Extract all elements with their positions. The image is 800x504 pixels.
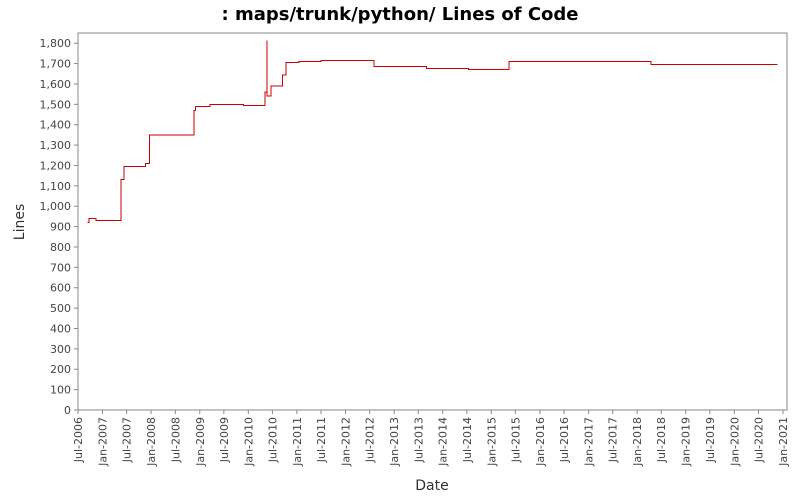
- y-tick-label: 1,700: [40, 58, 72, 71]
- x-tick-label: Jul-2020: [753, 417, 766, 463]
- x-tick-label: Jan-2011: [291, 417, 304, 467]
- y-axis-title: Lines: [12, 204, 28, 240]
- series-line: [87, 40, 778, 223]
- y-tick-label: 300: [50, 343, 71, 356]
- y-tick-label: 1,500: [40, 98, 72, 111]
- y-tick-label: 500: [50, 302, 71, 315]
- y-tick-label: 600: [50, 282, 71, 295]
- y-tick-label: 1,100: [40, 180, 72, 193]
- x-tick-label: Jul-2010: [266, 417, 279, 463]
- y-tick-label: 1,300: [40, 139, 72, 152]
- series-layer: [87, 40, 778, 223]
- x-tick-label: Jan-2021: [777, 417, 790, 467]
- x-tick-label: Jan-2014: [437, 417, 450, 467]
- y-tick-label: 700: [50, 261, 71, 274]
- x-tick-label: Jul-2008: [169, 417, 182, 463]
- x-tick-label: Jan-2017: [583, 417, 596, 467]
- x-axis: Jul-2006 Jan-2007 Jul-2007 Jan-2008 Jul-2008…: [72, 410, 790, 467]
- x-tick-label: Jul-2011: [315, 417, 328, 463]
- x-tick-label: Jan-2018: [631, 417, 644, 467]
- x-tick-label: Jul-2016: [558, 417, 571, 463]
- x-tick-label: Jan-2008: [145, 417, 158, 467]
- x-tick-label: Jul-2014: [461, 417, 474, 463]
- y-tick-label: 800: [50, 241, 71, 254]
- x-tick-label: Jan-2010: [242, 417, 255, 467]
- x-tick-label: Jul-2015: [509, 417, 522, 463]
- x-axis-title: Date: [415, 478, 448, 494]
- x-tick-label: Jul-2006: [72, 417, 85, 463]
- y-tick-label: 100: [50, 384, 71, 397]
- x-tick-label: Jul-2009: [218, 417, 231, 463]
- y-tick-label: 1,600: [40, 78, 72, 91]
- y-tick-label: 1,800: [40, 37, 72, 50]
- x-tick-label: Jan-2020: [728, 417, 741, 467]
- y-tick-label: 1,200: [40, 159, 72, 172]
- y-axis: 0 100 200 300 400 500 600 700 800 900 1,000 1,100 1,…: [40, 37, 78, 417]
- x-tick-label: Jul-2017: [607, 417, 620, 463]
- y-tick-label: 0: [64, 404, 71, 417]
- plot-area: [77, 32, 788, 411]
- x-tick-label: Jul-2012: [364, 417, 377, 463]
- x-tick-label: Jan-2013: [388, 417, 401, 467]
- y-tick-label: 900: [50, 221, 71, 234]
- y-tick-label: 1,400: [40, 119, 72, 132]
- y-tick-label: 400: [50, 322, 71, 335]
- x-tick-label: Jan-2016: [534, 417, 547, 467]
- x-tick-label: Jan-2015: [485, 417, 498, 467]
- x-tick-label: Jan-2019: [680, 417, 693, 467]
- x-tick-label: Jul-2007: [121, 417, 134, 463]
- x-tick-label: Jan-2007: [96, 417, 109, 467]
- x-tick-label: Jul-2019: [704, 417, 717, 463]
- y-tick-label: 200: [50, 363, 71, 376]
- x-tick-label: Jul-2018: [655, 417, 668, 463]
- chart-title: : maps/trunk/python/ Lines of Code: [221, 4, 578, 25]
- x-tick-label: Jul-2013: [412, 417, 425, 463]
- y-tick-label: 1,000: [40, 200, 72, 213]
- x-tick-label: Jan-2009: [194, 417, 207, 467]
- x-tick-label: Jan-2012: [339, 417, 352, 467]
